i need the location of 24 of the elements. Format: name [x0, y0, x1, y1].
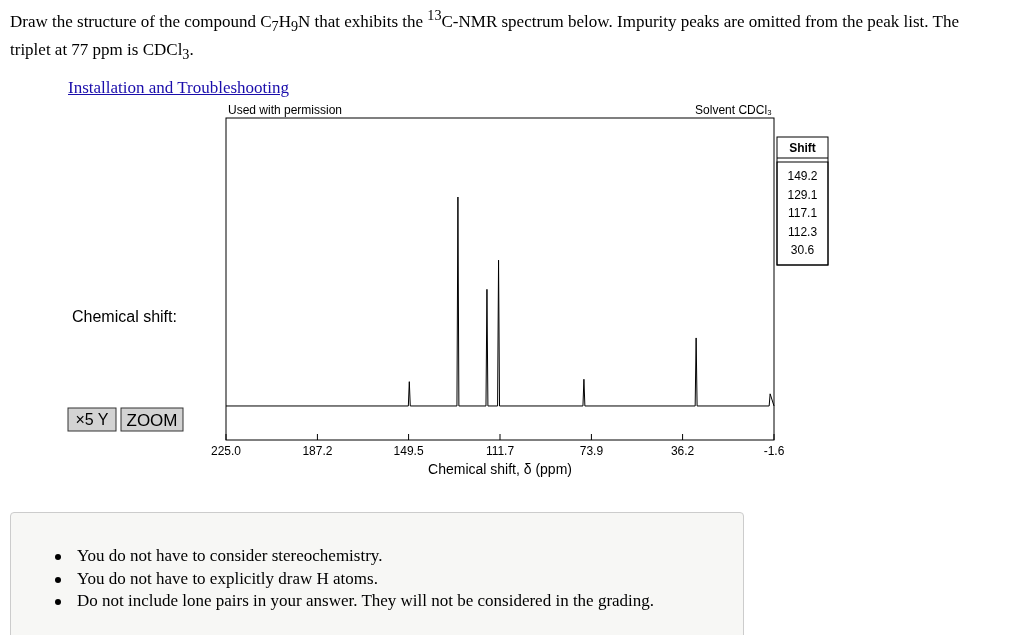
text: You do not have to explicitly draw H atoms. [77, 568, 378, 588]
text: 112.3 [787, 224, 818, 239]
zoom-button: ZOOM [120, 407, 184, 432]
text: Used with permission [228, 103, 343, 117]
x-tick-label: 149.5 [393, 444, 424, 458]
x-tick-label: -1.6 [763, 444, 785, 458]
chart-title: Draw the structure of the compound C$_{7}$H$_{9}$N that exhibits the $^{13}$C-NMR spectrum below. Impurity peaks are omitted from the peak list. The triplet at 77 ppm is CDCl$_{3}$. [10, 7, 959, 63]
text: 117.1 [787, 206, 818, 220]
x-axis-title: Chemical shift, δ (ppm) [428, 461, 572, 477]
text: Do not include lone pairs in your answer. They will not be considered in the grading. [77, 591, 655, 610]
text: Chemical shift: [72, 308, 177, 325]
text: 149.2 [787, 169, 818, 183]
x-tick-label: 73.9 [579, 444, 604, 458]
scale-button: ×5 Y [67, 407, 117, 432]
x-tick-label: 225.0 [210, 444, 242, 458]
text: Shift [789, 141, 816, 155]
x-tick-label: 111.7 [485, 444, 515, 458]
chart-subtitle: Installation and Troubleshooting [68, 78, 289, 98]
text: You do not have to consider stereochemistry. [77, 546, 383, 565]
x-tick-label: 36.2 [670, 444, 695, 458]
x-tick-label: 187.2 [302, 444, 333, 458]
text: Solvent CDCl₃ [695, 103, 773, 117]
text: 129.1 [787, 187, 818, 202]
text: 30.6 [790, 243, 815, 257]
